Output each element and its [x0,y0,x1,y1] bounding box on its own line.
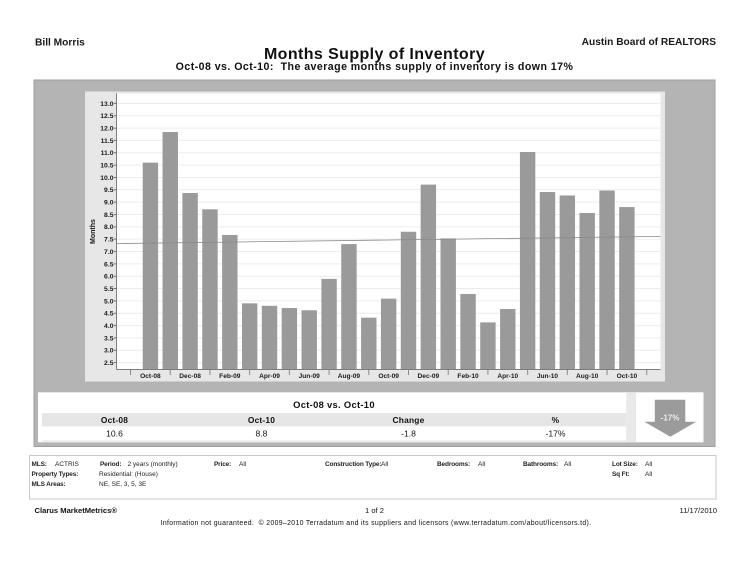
svg-text:6.0: 6.0 [104,274,114,281]
svg-text:8.5: 8.5 [104,212,114,219]
svg-text:Oct-08: Oct-08 [101,415,128,425]
svg-text:11.0: 11.0 [101,150,114,157]
svg-text:Price:: Price: [214,461,231,468]
svg-text:Sq Ft:: Sq Ft: [612,471,630,478]
svg-text:Dec-08: Dec-08 [179,373,201,380]
svg-text:Dec-09: Dec-09 [418,373,440,380]
svg-text:Feb-10: Feb-10 [457,373,479,380]
svg-text:2.5: 2.5 [104,360,114,367]
svg-text:1 of 2: 1 of 2 [365,506,384,515]
svg-text:9.5: 9.5 [104,187,114,194]
svg-text:ACTRIS: ACTRIS [55,461,80,468]
svg-text:Bill Morris: Bill Morris [35,37,85,48]
svg-text:All: All [381,461,389,468]
svg-text:All: All [478,461,486,468]
svg-text:Bedrooms:: Bedrooms: [437,461,470,468]
svg-text:11.5: 11.5 [101,138,114,145]
svg-text:Jun-09: Jun-09 [299,373,321,380]
svg-text:2 years (monthly): 2 years (monthly) [128,461,178,468]
svg-text:NE, SE, 3, 5, 3E: NE, SE, 3, 5, 3E [99,481,147,488]
svg-text:Months Supply of Inventory: Months Supply of Inventory [264,46,485,63]
svg-text:Oct-08 vs. Oct-10: Oct-08 vs. Oct-10 [293,399,375,410]
svg-text:Apr-10: Apr-10 [497,373,518,380]
svg-text:10.6: 10.6 [106,428,123,438]
svg-text:MLS Areas:: MLS Areas: [32,481,66,488]
svg-text:3.5: 3.5 [104,335,114,342]
svg-text:Residential: (House): Residential: (House) [99,471,158,478]
svg-text:12.5: 12.5 [100,113,113,120]
svg-text:All: All [645,471,653,478]
svg-text:5.5: 5.5 [104,286,114,293]
svg-text:Austin Board of REALTORS: Austin Board of REALTORS [582,37,717,48]
svg-text:Feb-09: Feb-09 [219,373,241,380]
svg-text:Apr-09: Apr-09 [259,373,280,380]
svg-text:7.5: 7.5 [104,237,114,244]
svg-text:-17%: -17% [661,413,680,422]
svg-text:Aug-10: Aug-10 [576,373,599,380]
svg-text:Oct-10: Oct-10 [248,415,275,425]
svg-text:Property Types:: Property Types: [32,471,79,478]
svg-text:6.5: 6.5 [104,261,114,268]
svg-text:Information not guaranteed. ©: Information not guaranteed. © 2009–2010 … [161,519,592,527]
svg-text:-17%: -17% [545,428,565,438]
svg-text:Jun-10: Jun-10 [537,373,559,380]
svg-text:3.0: 3.0 [104,348,114,355]
svg-text:Months: Months [90,219,97,244]
svg-text:Aug-09: Aug-09 [338,373,361,380]
svg-text:Clarus MarketMetrics®: Clarus MarketMetrics® [35,506,118,515]
svg-text:Oct-10: Oct-10 [617,373,638,380]
svg-text:Lot Size:: Lot Size: [612,461,638,468]
svg-text:Period:: Period: [100,461,121,468]
svg-text:4.5: 4.5 [104,311,114,318]
svg-text:10.5: 10.5 [100,163,113,170]
svg-text:12.0: 12.0 [100,125,113,132]
svg-text:13.0: 13.0 [100,101,113,108]
svg-text:Bathrooms:: Bathrooms: [523,461,558,468]
svg-text:All: All [645,461,653,468]
svg-text:4.0: 4.0 [104,323,114,330]
svg-text:%: % [552,415,560,425]
svg-text:Oct-08 vs. Oct-10: The averag: Oct-08 vs. Oct-10: The average months su… [176,61,574,73]
svg-text:9.0: 9.0 [104,200,114,207]
svg-text:11/17/2010: 11/17/2010 [680,506,717,515]
svg-text:10.0: 10.0 [100,175,113,182]
svg-text:-1.8: -1.8 [401,428,416,438]
svg-text:Oct-08: Oct-08 [140,373,161,380]
svg-text:Change: Change [393,415,425,425]
svg-text:Construction Type:: Construction Type: [325,461,381,468]
svg-text:8.8: 8.8 [256,428,268,438]
svg-text:8.0: 8.0 [104,224,114,231]
svg-text:All: All [239,461,247,468]
svg-text:All: All [564,461,572,468]
svg-text:7.0: 7.0 [104,249,114,256]
svg-text:MLS:: MLS: [32,461,47,468]
svg-text:5.0: 5.0 [104,298,114,305]
svg-text:Oct-09: Oct-09 [378,373,399,380]
